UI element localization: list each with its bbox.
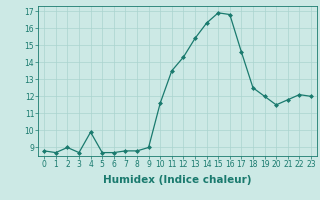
X-axis label: Humidex (Indice chaleur): Humidex (Indice chaleur) (103, 175, 252, 185)
